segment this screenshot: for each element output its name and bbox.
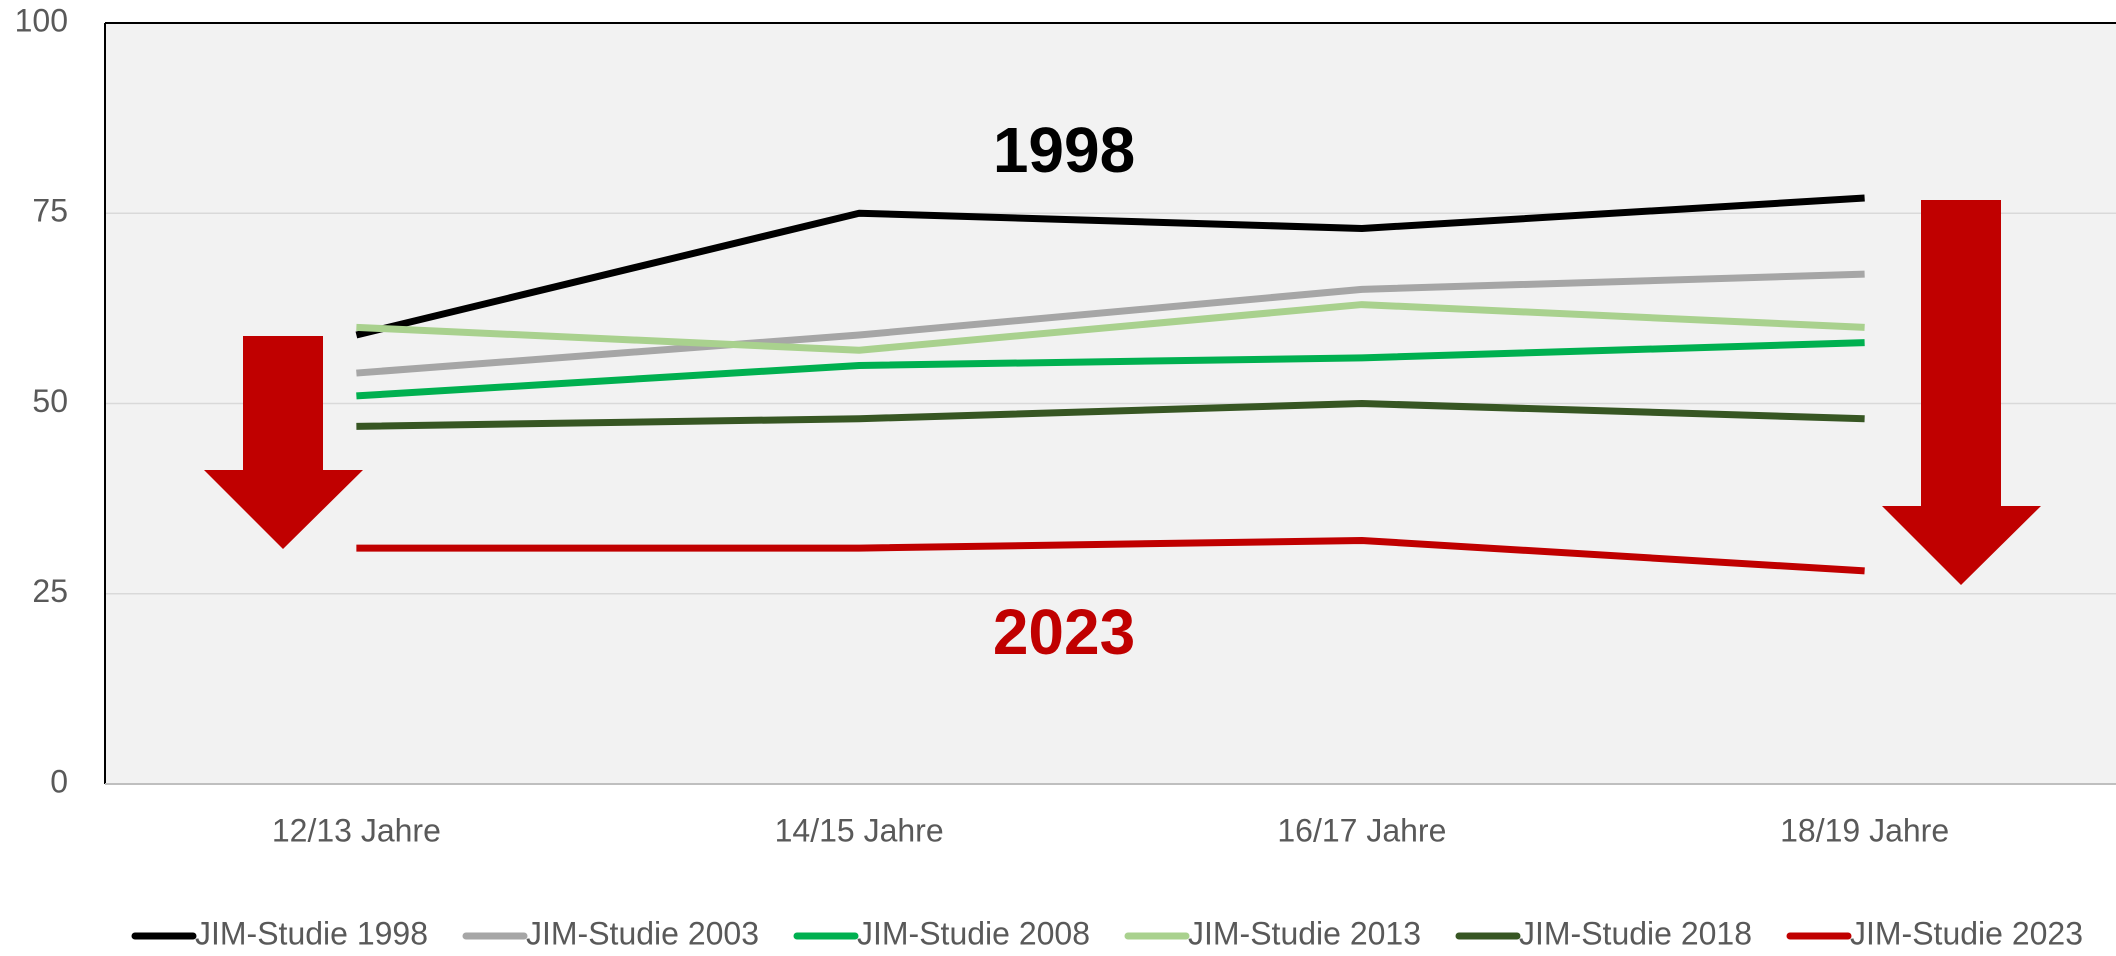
legend-label: JIM-Studie 2003 bbox=[526, 915, 759, 951]
annotation: 2023 bbox=[993, 596, 1135, 668]
legend-label: JIM-Studie 2018 bbox=[1519, 915, 1752, 951]
y-tick-label: 75 bbox=[32, 193, 68, 229]
legend-label: JIM-Studie 1998 bbox=[195, 915, 428, 951]
x-tick-label: 12/13 Jahre bbox=[272, 812, 441, 848]
x-tick-label: 18/19 Jahre bbox=[1780, 812, 1949, 848]
down-arrow bbox=[1882, 200, 2041, 585]
y-tick-label: 25 bbox=[32, 573, 68, 609]
series-line bbox=[356, 270, 1865, 377]
down-arrow bbox=[204, 336, 363, 549]
annotation: 1998 bbox=[993, 114, 1135, 186]
y-tick-label: 0 bbox=[50, 763, 68, 799]
legend-label: JIM-Studie 2008 bbox=[857, 915, 1090, 951]
series-line bbox=[356, 301, 1865, 354]
x-tick-label: 16/17 Jahre bbox=[1277, 812, 1446, 848]
legend-label: JIM-Studie 2013 bbox=[1188, 915, 1421, 951]
y-tick-label: 100 bbox=[15, 2, 68, 38]
series-line bbox=[356, 400, 1865, 430]
x-tick-label: 14/15 Jahre bbox=[775, 812, 944, 848]
series-line bbox=[355, 194, 1865, 339]
y-tick-label: 50 bbox=[32, 383, 68, 419]
series-line bbox=[356, 536, 1865, 575]
series-line bbox=[356, 339, 1865, 400]
legend-label: JIM-Studie 2023 bbox=[1850, 915, 2083, 951]
